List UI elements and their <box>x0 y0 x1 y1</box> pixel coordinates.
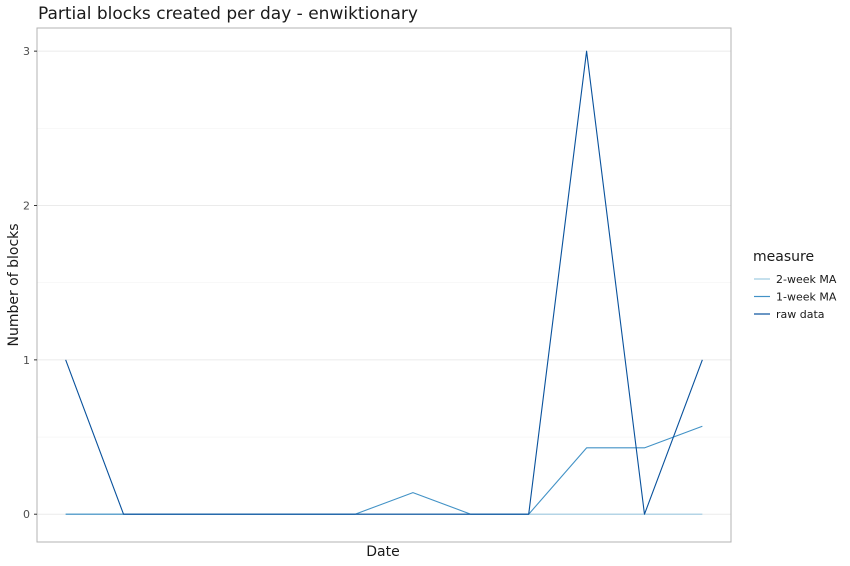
legend: measure 2-week MA 1-week MA raw data <box>753 249 837 321</box>
y-tick-label: 3 <box>23 45 30 58</box>
y-axis-ticks: 0 1 2 3 <box>23 45 37 521</box>
gridlines <box>37 50 731 515</box>
chart-title: Partial blocks created per day - enwikti… <box>38 4 418 24</box>
series-line-raw-data <box>65 50 703 515</box>
y-axis-title: Number of blocks <box>6 223 22 346</box>
y-tick-label: 1 <box>23 354 30 367</box>
legend-label: raw data <box>776 308 825 321</box>
legend-title: measure <box>753 249 814 265</box>
y-tick-label: 0 <box>23 508 30 521</box>
series-lines <box>65 50 703 515</box>
legend-label: 1-week MA <box>776 291 837 304</box>
series-line-1-week-ma <box>65 425 703 515</box>
plot-panel <box>36 27 732 543</box>
x-axis-title: Date <box>366 544 399 560</box>
y-tick-label: 2 <box>23 200 30 213</box>
legend-label: 2-week MA <box>776 273 837 286</box>
